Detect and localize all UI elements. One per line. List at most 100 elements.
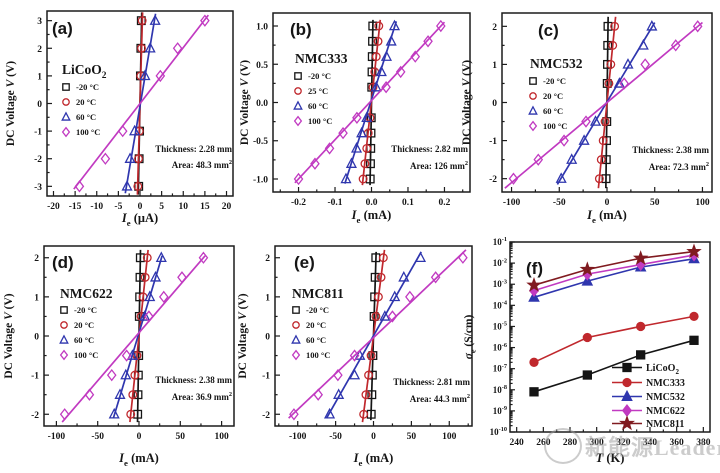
svg-text:Ie (mA): Ie (mA) xyxy=(118,451,159,468)
svg-text:-2: -2 xyxy=(262,411,270,421)
svg-text:1: 1 xyxy=(265,293,270,303)
svg-text:Area: 48.3 mm2: Area: 48.3 mm2 xyxy=(172,159,232,170)
svg-text:-50: -50 xyxy=(553,198,566,208)
svg-text:NMC333: NMC333 xyxy=(295,51,348,66)
svg-text:10-7: 10-7 xyxy=(493,363,507,374)
panel-c-chart: -100 -50 0 50 100 -2 -1 0 1 2 (c) NMC532 -20 °C 20 °C… xyxy=(461,12,713,225)
svg-text:60 °C: 60 °C xyxy=(308,101,328,111)
panel-b-chart: -0.2 -0.1 0.0 0.1 0.2 -1.0 -0.5 0.0 0.5 1.0 (b) NMC… xyxy=(239,12,471,225)
svg-text:10-8: 10-8 xyxy=(493,384,507,395)
svg-text:-1.0: -1.0 xyxy=(253,175,268,185)
svg-text:340: 340 xyxy=(643,438,658,448)
svg-text:(a): (a) xyxy=(52,19,73,38)
svg-text:100 °C: 100 °C xyxy=(543,121,567,131)
svg-text:60 °C: 60 °C xyxy=(76,112,96,122)
svg-text:0: 0 xyxy=(492,99,497,109)
svg-text:0.0: 0.0 xyxy=(366,198,378,208)
svg-text:-20: -20 xyxy=(47,202,60,212)
svg-text:NMC532: NMC532 xyxy=(646,392,685,403)
svg-text:Ie (mA): Ie (mA) xyxy=(353,451,394,468)
svg-text:100: 100 xyxy=(695,198,710,208)
svg-text:0.0: 0.0 xyxy=(256,99,268,109)
svg-text:300: 300 xyxy=(590,438,605,448)
svg-text:-1: -1 xyxy=(34,128,42,138)
svg-text:25 °C: 25 °C xyxy=(308,86,328,96)
svg-text:5: 5 xyxy=(159,202,164,212)
svg-text:260: 260 xyxy=(536,438,551,448)
svg-text:240: 240 xyxy=(510,438,525,448)
svg-text:320: 320 xyxy=(616,438,631,448)
svg-text:1: 1 xyxy=(37,72,42,82)
svg-text:NMC333: NMC333 xyxy=(646,378,685,389)
svg-text:-2: -2 xyxy=(489,175,497,185)
svg-text:100 °C: 100 °C xyxy=(306,350,330,360)
svg-text:NMC622: NMC622 xyxy=(60,286,113,301)
svg-text:20 °C: 20 °C xyxy=(74,320,94,330)
svg-text:100: 100 xyxy=(214,432,229,442)
svg-text:NMC532: NMC532 xyxy=(530,56,583,71)
svg-text:Area: 72.3 mm2: Area: 72.3 mm2 xyxy=(649,161,709,172)
svg-text:NMC622: NMC622 xyxy=(646,406,685,417)
svg-text:Thickness: 2.82 mm: Thickness: 2.82 mm xyxy=(391,144,468,154)
svg-text:0.1: 0.1 xyxy=(402,198,414,208)
svg-text:-15: -15 xyxy=(69,202,82,212)
svg-text:-0.2: -0.2 xyxy=(291,198,306,208)
svg-text:Thickness: 2.38 mm: Thickness: 2.38 mm xyxy=(155,375,232,385)
svg-text:2: 2 xyxy=(492,23,497,33)
svg-text:1: 1 xyxy=(34,293,39,303)
svg-text:σe (S/cm): σe (S/cm) xyxy=(463,315,477,360)
svg-text:15: 15 xyxy=(200,202,210,212)
svg-text:-5: -5 xyxy=(114,202,122,212)
svg-text:2: 2 xyxy=(265,254,270,264)
svg-text:LiCoO2: LiCoO2 xyxy=(62,62,107,81)
svg-text:20 °C: 20 °C xyxy=(543,91,563,101)
svg-text:0: 0 xyxy=(265,333,270,343)
svg-text:2: 2 xyxy=(37,45,42,55)
svg-text:-50: -50 xyxy=(329,432,342,442)
svg-text:Ie (mA): Ie (mA) xyxy=(351,208,392,225)
svg-text:10-9: 10-9 xyxy=(493,405,507,416)
svg-text:(c): (c) xyxy=(538,21,559,40)
svg-text:100 °C: 100 °C xyxy=(76,127,100,137)
svg-text:Area: 126 mm2: Area: 126 mm2 xyxy=(410,160,468,171)
svg-text:0.5: 0.5 xyxy=(256,61,268,71)
svg-text:0: 0 xyxy=(605,198,610,208)
svg-text:60 °C: 60 °C xyxy=(74,335,94,345)
svg-text:0: 0 xyxy=(138,202,143,212)
svg-text:T (K): T (K) xyxy=(596,451,625,465)
svg-text:10-5: 10-5 xyxy=(493,321,507,332)
svg-text:-20 °C: -20 °C xyxy=(74,305,97,315)
svg-text:0: 0 xyxy=(34,333,39,343)
svg-text:20: 20 xyxy=(222,202,232,212)
svg-text:-1: -1 xyxy=(31,372,39,382)
svg-text:-10: -10 xyxy=(90,202,103,212)
svg-text:-20 °C: -20 °C xyxy=(76,82,99,92)
svg-text:NMC811: NMC811 xyxy=(292,286,344,301)
svg-text:1.0: 1.0 xyxy=(256,23,268,33)
svg-text:-2: -2 xyxy=(34,155,42,165)
svg-text:60 °C: 60 °C xyxy=(306,335,326,345)
svg-text:100 °C: 100 °C xyxy=(308,116,332,126)
svg-text:DC Voltage V (V): DC Voltage V (V) xyxy=(239,60,251,145)
svg-text:10-1: 10-1 xyxy=(493,236,507,247)
svg-text:DC Voltage V (V): DC Voltage V (V) xyxy=(461,60,473,145)
svg-text:10-10: 10-10 xyxy=(490,426,507,437)
svg-text:10: 10 xyxy=(179,202,189,212)
svg-text:10-2: 10-2 xyxy=(493,257,507,268)
svg-text:LiCoO2: LiCoO2 xyxy=(646,363,679,376)
svg-text:-100: -100 xyxy=(289,432,307,442)
svg-text:-100: -100 xyxy=(503,198,521,208)
svg-text:-20 °C: -20 °C xyxy=(543,76,566,86)
svg-text:Ie (mA): Ie (mA) xyxy=(586,208,627,225)
svg-text:DC Voltage V (V): DC Voltage V (V) xyxy=(237,293,249,378)
svg-text:0.2: 0.2 xyxy=(439,198,451,208)
svg-text:(f): (f) xyxy=(526,259,543,278)
svg-text:(b): (b) xyxy=(290,20,312,39)
svg-text:1: 1 xyxy=(492,61,497,71)
svg-text:50: 50 xyxy=(407,432,417,442)
svg-text:-20 °C: -20 °C xyxy=(308,71,331,81)
svg-text:100 °C: 100 °C xyxy=(74,350,98,360)
svg-text:360: 360 xyxy=(670,438,685,448)
svg-text:Area: 44.3 mm2: Area: 44.3 mm2 xyxy=(410,393,470,404)
svg-text:280: 280 xyxy=(563,438,578,448)
